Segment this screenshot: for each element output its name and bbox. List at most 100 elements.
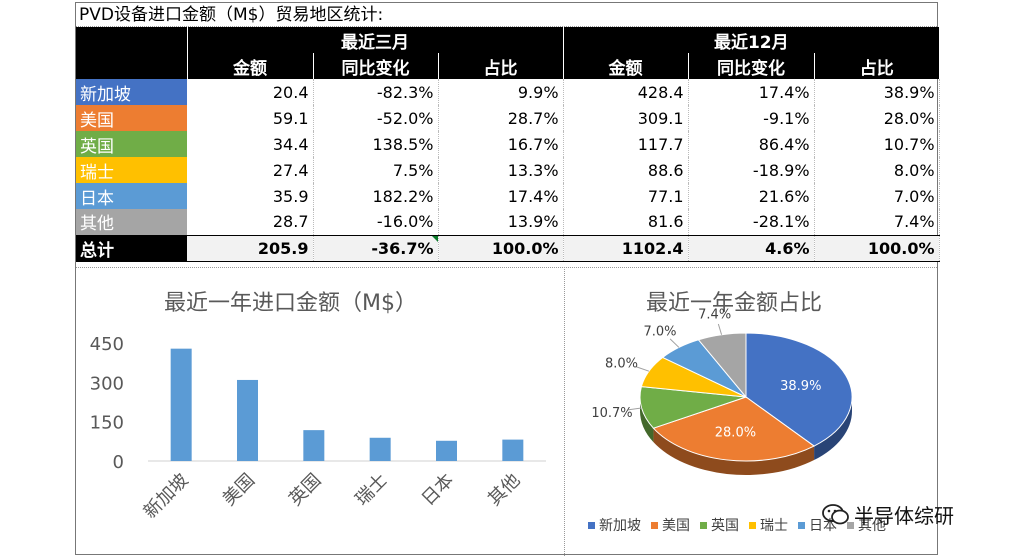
bar: [369, 437, 391, 461]
legend-item: 美国: [651, 515, 690, 535]
pie-slice: [652, 396, 816, 462]
y-tick-label: 0: [113, 452, 124, 473]
table-cell: 428.4: [563, 79, 689, 105]
row-label: 美国: [76, 105, 187, 131]
table-cell: 88.6: [563, 157, 689, 183]
table-cell: 34.4: [187, 131, 314, 157]
table-cell: -9.1%: [688, 105, 815, 131]
row-label: 新加坡: [76, 79, 187, 105]
table-cell: -28.1%: [688, 209, 815, 235]
watermark-text: 半导体综研: [854, 504, 954, 528]
row-label: 日本: [76, 183, 187, 209]
sub-header: 金额: [562, 53, 689, 79]
table-cell: 20.4: [187, 79, 314, 105]
total-cell: 100.0%: [814, 234, 940, 262]
total-cell: 205.9: [187, 234, 314, 262]
x-tick-label: 英国: [285, 470, 325, 510]
legend-item: 其他: [847, 515, 886, 535]
table-cell: 117.7: [563, 131, 689, 157]
legend-item: 瑞士: [749, 515, 788, 535]
table-cell: 7.0%: [814, 183, 940, 209]
pie-slice: [745, 332, 853, 447]
table-row: 日本 35.9 182.2% 17.4% 77.1 21.6% 7.0%: [76, 183, 940, 209]
table-cell: 8.0%: [814, 157, 940, 183]
report-title: PVD设备进口金额（M$）贸易地区统计:: [76, 3, 937, 27]
pie-slice-side: [653, 428, 815, 475]
x-tick-label: 日本: [418, 470, 458, 510]
table-cell: 7.4%: [814, 209, 940, 235]
table-cell: 21.6%: [688, 183, 815, 209]
bar-chart: 0 150 300 450 新加坡 美国 英国 瑞士 日本 其他: [90, 334, 546, 523]
total-cell: -36.7%: [313, 234, 439, 262]
table-cell: -52.0%: [313, 105, 439, 131]
pie-leader-line: [669, 338, 680, 348]
total-label: 总计: [76, 234, 187, 262]
sub-header: 金额: [186, 53, 313, 79]
group-header-recent-3m: 最近三月: [186, 27, 564, 53]
group-header-recent-12m: 最近12月: [562, 27, 940, 53]
bar: [170, 348, 192, 461]
group-header-row: 最近三月 最近12月: [76, 27, 940, 53]
table-cell: 9.9%: [438, 79, 564, 105]
table-cell: 28.7: [187, 209, 314, 235]
table-cell: 17.4%: [688, 79, 815, 105]
legend-swatch: [749, 521, 756, 529]
pie-legend: 新加坡 美国 英国 瑞士 日本 其他: [588, 515, 886, 535]
sub-header: 占比: [437, 53, 564, 79]
legend-swatch: [700, 521, 707, 529]
bar-chart-title: 最近一年进口金额（M$）: [164, 291, 417, 316]
x-tick-label: 瑞士: [351, 470, 391, 510]
legend-label: 日本: [809, 518, 837, 534]
x-tick-label: 美国: [219, 470, 259, 510]
corner-cell: [76, 27, 187, 53]
legend-swatch: [847, 521, 854, 529]
table-cell: 35.9: [187, 183, 314, 209]
sub-header: 同比变化: [312, 53, 438, 79]
pie-leader-line: [636, 366, 650, 372]
pie-leader-line: [717, 323, 723, 335]
legend-swatch: [588, 521, 595, 529]
chart-divider: [564, 267, 565, 556]
table-cell: 86.4%: [688, 131, 815, 157]
table-body: 新加坡 20.4 -82.3% 9.9% 428.4 17.4% 38.9% 美国 59.1 -5…: [76, 79, 940, 235]
section-divider: [76, 267, 937, 268]
pie-data-label: 8.0%: [605, 356, 638, 371]
pie-data-label: 38.9%: [780, 379, 821, 394]
total-cell: 4.6%: [688, 234, 815, 262]
legend-item: 日本: [798, 515, 837, 535]
y-tick-label: 150: [90, 413, 124, 434]
total-cell: 1102.4: [563, 234, 689, 262]
table-cell: 77.1: [563, 183, 689, 209]
table-cell: 16.7%: [438, 131, 564, 157]
legend-label: 美国: [662, 518, 690, 534]
table-cell: -82.3%: [313, 79, 439, 105]
table-cell: 38.9%: [814, 79, 940, 105]
pie-chart-title: 最近一年金额占比: [646, 291, 823, 316]
pie-data-label: 28.0%: [715, 426, 756, 441]
table-cell: 81.6: [563, 209, 689, 235]
pie-data-label: 7.0%: [643, 324, 676, 339]
table-cell: 28.7%: [438, 105, 564, 131]
row-label: 瑞士: [76, 157, 187, 183]
table-cell: 309.1: [563, 105, 689, 131]
table-row: 英国 34.4 138.5% 16.7% 117.7 86.4% 10.7%: [76, 131, 940, 157]
table-row: 瑞士 27.4 7.5% 13.3% 88.6 -18.9% 8.0%: [76, 157, 940, 183]
table-cell: -16.0%: [313, 209, 439, 235]
x-tick-label: 新加坡: [140, 470, 193, 523]
bar: [502, 439, 524, 461]
table-cell: 13.9%: [438, 209, 564, 235]
y-tick-label: 300: [90, 373, 124, 394]
table-cell: 17.4%: [438, 183, 564, 209]
bar: [436, 440, 457, 461]
bar: [237, 379, 258, 461]
legend-swatch: [651, 521, 658, 529]
table-cell: 7.5%: [313, 157, 439, 183]
legend-swatch: [798, 521, 805, 529]
table-cell: 13.3%: [438, 157, 564, 183]
table-cell: 59.1: [187, 105, 314, 131]
total-cell: 100.0%: [438, 234, 564, 262]
pie-leader-line: [627, 407, 642, 411]
table-cell: 28.0%: [814, 105, 940, 131]
pie-slice: [639, 386, 747, 429]
stats-table: 最近三月 最近12月 金额 同比变化 占比 金额 同比变化 占比 新加坡 20.4…: [76, 27, 940, 262]
